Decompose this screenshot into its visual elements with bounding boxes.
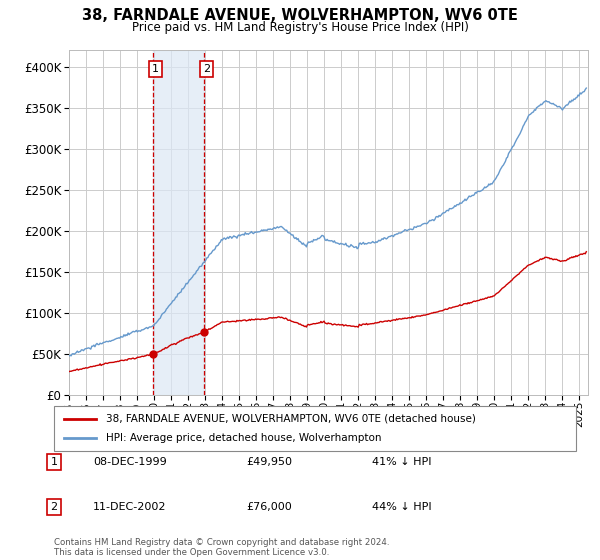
Text: £49,950: £49,950 xyxy=(246,457,292,467)
FancyBboxPatch shape xyxy=(54,406,576,451)
Bar xyxy=(153,50,204,395)
Text: 2: 2 xyxy=(50,502,58,512)
Text: 41% ↓ HPI: 41% ↓ HPI xyxy=(372,457,431,467)
Text: 38, FARNDALE AVENUE, WOLVERHAMPTON, WV6 0TE (detached house): 38, FARNDALE AVENUE, WOLVERHAMPTON, WV6 … xyxy=(106,413,476,423)
Text: Contains HM Land Registry data © Crown copyright and database right 2024.
This d: Contains HM Land Registry data © Crown c… xyxy=(54,538,389,557)
Text: 44% ↓ HPI: 44% ↓ HPI xyxy=(372,502,431,512)
Text: 11-DEC-2002: 11-DEC-2002 xyxy=(93,502,167,512)
Text: HPI: Average price, detached house, Wolverhampton: HPI: Average price, detached house, Wolv… xyxy=(106,433,382,444)
Text: Price paid vs. HM Land Registry's House Price Index (HPI): Price paid vs. HM Land Registry's House … xyxy=(131,21,469,34)
Text: 2: 2 xyxy=(203,64,211,74)
Text: 38, FARNDALE AVENUE, WOLVERHAMPTON, WV6 0TE: 38, FARNDALE AVENUE, WOLVERHAMPTON, WV6 … xyxy=(82,8,518,24)
Text: 1: 1 xyxy=(152,64,159,74)
Text: 08-DEC-1999: 08-DEC-1999 xyxy=(93,457,167,467)
Text: 1: 1 xyxy=(50,457,58,467)
Text: £76,000: £76,000 xyxy=(246,502,292,512)
